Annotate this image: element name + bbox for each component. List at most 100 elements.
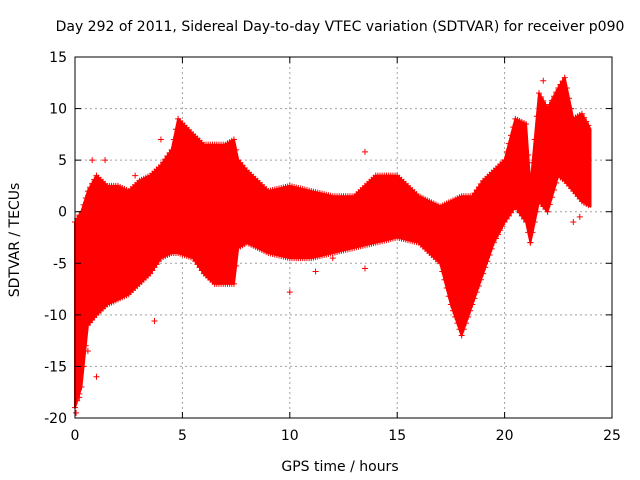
edge-marker [520,215,527,222]
edge-marker [230,280,237,287]
edge-marker [91,176,98,183]
y-tick-label: -15 [44,359,67,375]
edge-marker [471,190,478,197]
edge-marker [80,363,87,370]
y-tick-label: -20 [44,411,67,427]
edge-marker [168,146,175,153]
edge-marker [441,276,448,283]
edge-marker [194,261,201,268]
edge-marker [164,153,171,160]
edge-marker [578,110,585,117]
edge-marker [585,122,592,129]
x-axis-label: GPS time / hours [281,459,398,475]
edge-marker [490,239,497,246]
edge-marker [516,209,523,216]
edge-marker [501,219,508,226]
outlier-point [132,172,139,179]
outlier-point [151,318,158,325]
edge-marker [230,136,237,143]
edge-marker [157,162,164,169]
x-tick-label: 10 [281,428,299,444]
edge-marker [518,212,525,219]
edge-marker [155,258,162,265]
y-tick-label: 15 [49,50,67,66]
edge-marker [477,276,484,283]
edge-marker [445,293,452,300]
y-tick-label: -10 [44,308,67,324]
edge-marker [544,208,551,215]
edge-marker [437,260,444,267]
edge-marker [563,84,570,91]
outlier-point [93,373,100,380]
edge-marker [76,212,83,219]
edge-marker [484,258,491,265]
edge-marker [553,179,560,186]
edge-marker [475,282,482,289]
edge-marker [557,81,564,88]
edge-marker [529,229,536,236]
edge-marker [233,262,240,269]
data-series [72,74,592,416]
edge-marker [525,151,532,158]
edge-marker [527,182,534,189]
edge-marker [510,124,517,131]
edge-marker [535,90,542,97]
edge-marker [486,252,493,259]
y-tick-label: 5 [58,153,67,169]
chart-title: Day 292 of 2011, Sidereal Day-to-day VTE… [56,19,625,35]
edge-marker [458,332,465,339]
edge-marker [147,270,154,277]
edge-marker [503,215,510,222]
edge-marker [190,255,197,262]
outlier-point [89,157,96,164]
outlier-point [312,268,319,275]
outlier-point [576,213,583,220]
edge-marker [512,203,519,210]
edge-marker [523,121,530,128]
x-tick-label: 15 [388,428,406,444]
outlier-point [73,409,80,416]
outlier-point [570,219,577,226]
edge-marker [505,212,512,219]
edge-marker [551,93,558,100]
edge-marker [84,188,91,195]
edge-marker [493,235,500,242]
x-tick-label: 0 [71,428,80,444]
edge-marker [544,105,551,112]
edge-marker [162,156,169,163]
outlier-point [286,289,293,296]
edge-marker [469,301,476,308]
edge-marker [192,258,199,265]
edge-marker [87,184,94,191]
outlier-point [540,77,547,84]
edge-marker [559,78,566,85]
edge-marker [450,307,457,314]
edge-marker [233,146,240,153]
edge-marker [531,136,538,143]
edge-marker [523,219,530,226]
outlier-point [361,148,368,155]
edge-marker [531,219,538,226]
x-tick-label: 20 [496,428,514,444]
y-tick-label: -5 [53,256,67,272]
edge-marker [172,126,179,133]
edge-marker [514,206,521,213]
y-tick-label: 10 [49,102,67,118]
edge-marker [151,264,158,271]
edge-marker [80,201,87,208]
edge-marker [497,227,504,234]
edge-marker [546,101,553,108]
edge-marker [561,74,568,81]
outlier-point [157,136,164,143]
edge-marker [170,136,177,143]
edge-marker [540,97,547,104]
edge-marker [465,313,472,320]
edge-marker [153,261,160,268]
edge-marker [503,148,510,155]
edge-marker [447,301,454,308]
edge-marker [585,202,592,209]
edge-marker [568,105,575,112]
edge-marker [555,84,562,91]
edge-marker [196,264,203,271]
